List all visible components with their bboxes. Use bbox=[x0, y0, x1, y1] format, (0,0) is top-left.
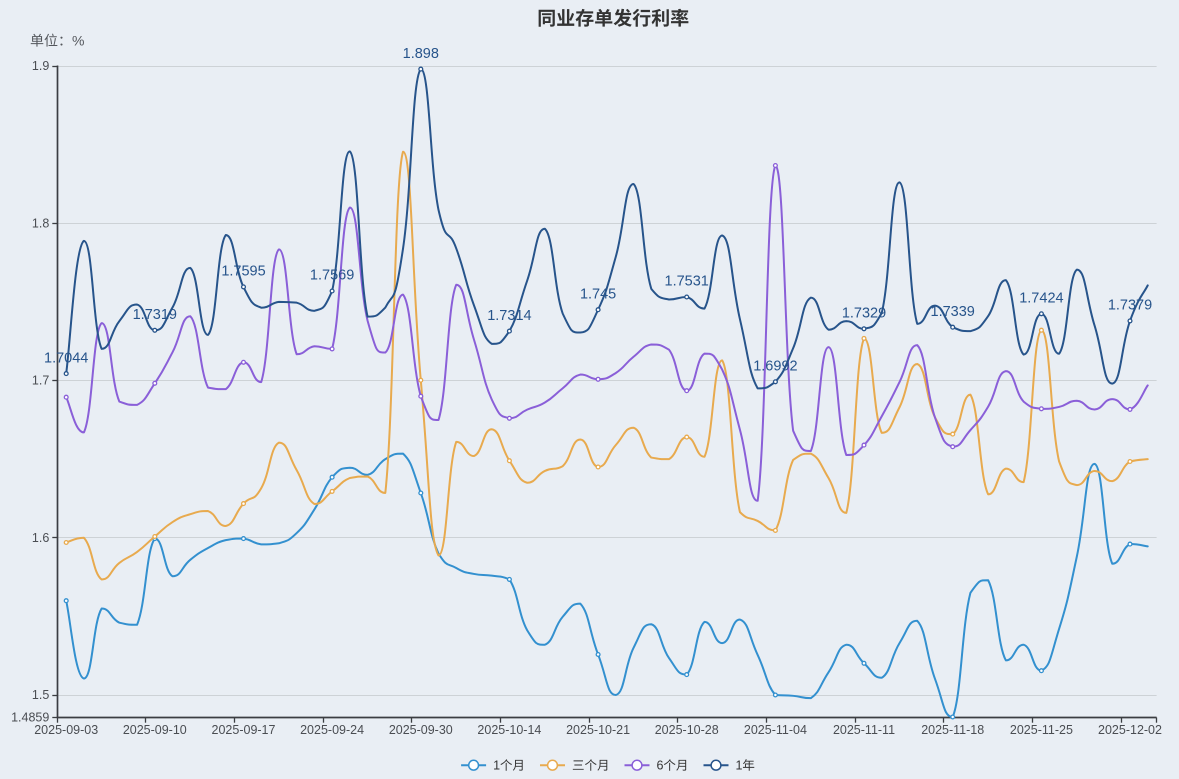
svg-text:2025-09-10: 2025-09-10 bbox=[123, 723, 187, 737]
svg-text:2025-11-04: 2025-11-04 bbox=[744, 723, 807, 737]
svg-text:1.7329: 1.7329 bbox=[842, 306, 886, 322]
svg-text:1.745: 1.745 bbox=[580, 286, 616, 302]
svg-text:2025-09-30: 2025-09-30 bbox=[389, 723, 453, 737]
svg-text:1.5: 1.5 bbox=[32, 688, 49, 702]
svg-text:1.7319: 1.7319 bbox=[133, 307, 177, 323]
svg-text:2025-09-17: 2025-09-17 bbox=[212, 723, 276, 737]
svg-text:1.6: 1.6 bbox=[32, 531, 49, 545]
svg-text:2025-12-02: 2025-12-02 bbox=[1098, 723, 1162, 737]
svg-text:1.7595: 1.7595 bbox=[221, 264, 265, 280]
svg-text:1.898: 1.898 bbox=[403, 46, 439, 62]
svg-text:1.9: 1.9 bbox=[32, 59, 49, 73]
svg-text:2025-09-24: 2025-09-24 bbox=[300, 723, 364, 737]
svg-text:2025-09-03: 2025-09-03 bbox=[34, 723, 98, 737]
svg-text:1.8: 1.8 bbox=[32, 217, 49, 231]
svg-text:1.7531: 1.7531 bbox=[665, 274, 709, 290]
svg-text:2025-11-25: 2025-11-25 bbox=[1010, 723, 1073, 737]
svg-text:2025-10-21: 2025-10-21 bbox=[566, 723, 630, 737]
svg-text:1: 1 bbox=[735, 759, 742, 773]
svg-text:1.6992: 1.6992 bbox=[753, 359, 797, 375]
svg-text:1.7: 1.7 bbox=[32, 374, 49, 388]
svg-text:1.7424: 1.7424 bbox=[1019, 291, 1063, 307]
svg-text:6: 6 bbox=[657, 759, 664, 773]
svg-text:1.7339: 1.7339 bbox=[931, 304, 975, 320]
svg-text:2025-10-28: 2025-10-28 bbox=[655, 723, 719, 737]
svg-text:1.7044: 1.7044 bbox=[44, 350, 88, 366]
svg-text:%: % bbox=[72, 33, 84, 49]
svg-text:1.7379: 1.7379 bbox=[1108, 298, 1152, 314]
svg-text:1: 1 bbox=[493, 759, 500, 773]
svg-text:2025-11-18: 2025-11-18 bbox=[921, 723, 984, 737]
svg-text:1.7314: 1.7314 bbox=[487, 308, 531, 324]
svg-text:2025-11-11: 2025-11-11 bbox=[833, 723, 895, 737]
svg-text:1.7569: 1.7569 bbox=[310, 268, 354, 284]
svg-text:1.4859: 1.4859 bbox=[11, 710, 49, 724]
svg-text:2025-10-14: 2025-10-14 bbox=[477, 723, 541, 737]
